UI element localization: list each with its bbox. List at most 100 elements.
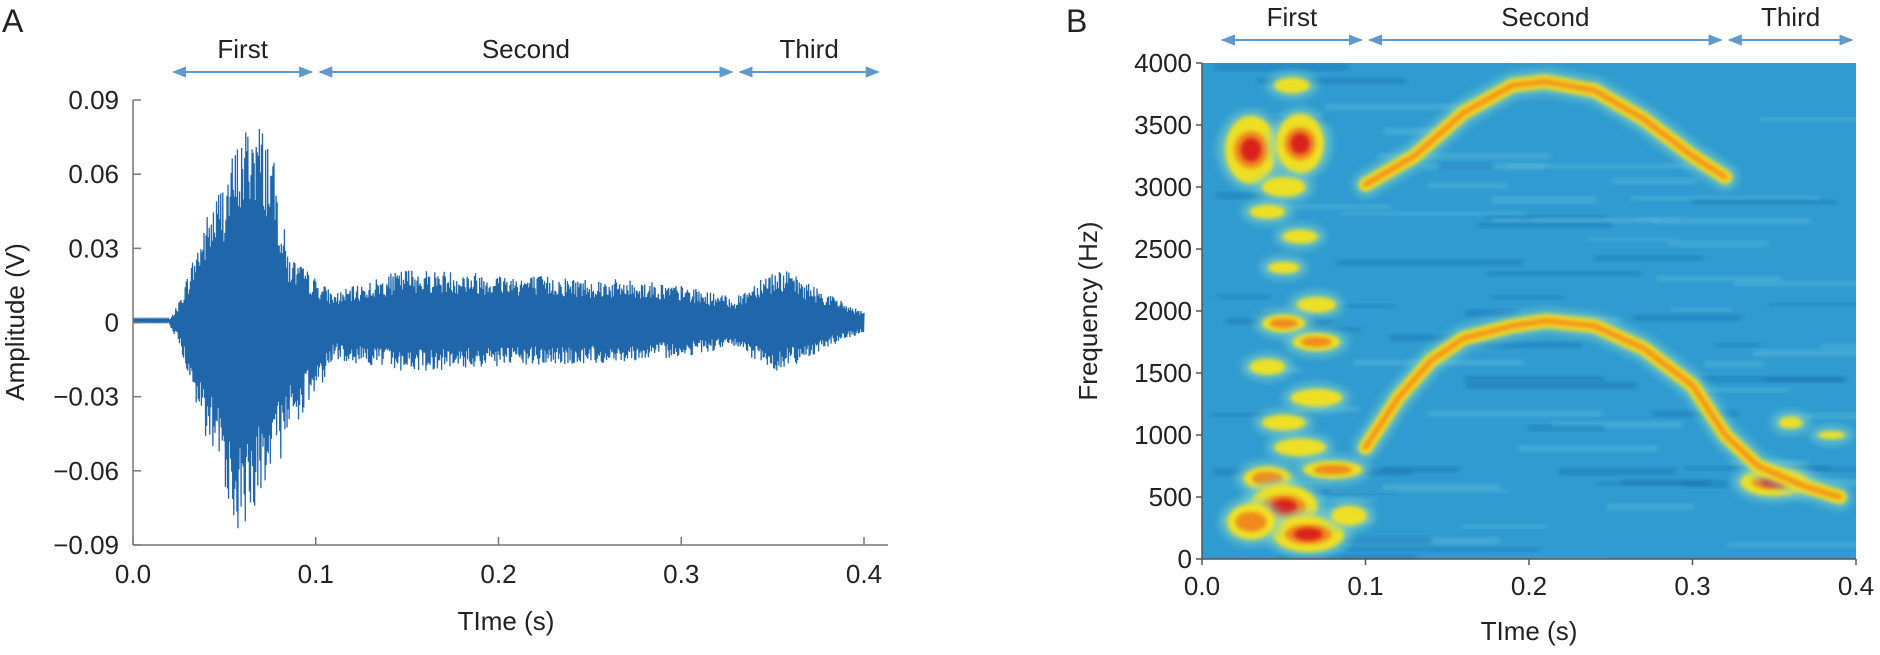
- energy-core: [1273, 77, 1310, 94]
- texture-streak: [1465, 382, 1638, 389]
- texture-streak: [1214, 64, 1349, 71]
- texture-streak: [1517, 445, 1659, 452]
- segment-label: Second: [1501, 2, 1589, 32]
- y-tick-label: 0: [105, 308, 119, 338]
- spectrogram-ridges: [1352, 68, 1853, 510]
- y-tick-label: −0.03: [53, 382, 119, 412]
- texture-streak: [1270, 204, 1392, 210]
- texture-streak: [1328, 489, 1509, 493]
- texture-streak: [1696, 387, 1792, 393]
- segment-label: Third: [780, 34, 839, 64]
- energy-core: [1267, 261, 1300, 274]
- waveform-series: [132, 128, 865, 529]
- x-axis-label-b: TIme (s): [1481, 616, 1578, 646]
- panel-b: First Second Third 0.0 0.1 0.2 0.3 0.4 0 500 100…: [1073, 2, 1874, 646]
- texture-streak: [1820, 343, 1856, 350]
- x-ticks-b: 0.0 0.1 0.2 0.3 0.4: [1184, 559, 1874, 601]
- texture-streak: [1606, 503, 1695, 510]
- y-tick-label: 4000: [1134, 48, 1192, 78]
- energy-core: [1261, 414, 1306, 431]
- y-axis-label-b: Frequency (Hz): [1073, 221, 1103, 400]
- y-ticks-a: 0.09 0.06 0.03 0 −0.03 −0.06 −0.09: [53, 85, 141, 560]
- texture-streak: [1491, 218, 1659, 223]
- waveform-line: [132, 128, 865, 529]
- texture-streak: [1612, 178, 1698, 185]
- x-ticks-a: 0.0 0.1 0.2 0.3 0.4: [115, 537, 882, 589]
- energy-peak: [1290, 133, 1310, 155]
- y-tick-label: −0.06: [53, 456, 119, 486]
- x-tick-label: 0.1: [1347, 571, 1383, 601]
- texture-streak: [1854, 380, 1856, 384]
- y-tick-label: 500: [1149, 482, 1192, 512]
- energy-hot: [1269, 318, 1299, 329]
- segment-annotations-a: First Second Third: [172, 34, 880, 78]
- texture-streak: [1703, 361, 1765, 367]
- texture-streak: [1630, 195, 1820, 201]
- texture-streak: [1344, 547, 1541, 552]
- texture-streak: [1594, 255, 1703, 261]
- x-tick-label: 0.2: [1511, 571, 1547, 601]
- energy-core: [1249, 204, 1286, 219]
- energy-core: [1290, 388, 1343, 407]
- texture-streak: [1341, 211, 1526, 216]
- x-axis-label-a: TIme (s): [458, 606, 555, 636]
- texture-streak: [1653, 218, 1811, 224]
- x-tick-label: 0.4: [846, 559, 882, 589]
- energy-core: [1261, 177, 1306, 197]
- y-tick-label: 0.09: [68, 85, 119, 115]
- ridge-core: [1362, 317, 1843, 500]
- segment-label: First: [1267, 2, 1318, 32]
- texture-streak: [1690, 199, 1837, 205]
- x-tick-label: 0.4: [1838, 571, 1874, 601]
- texture-streak: [1527, 425, 1606, 431]
- energy-peak: [1240, 137, 1262, 162]
- texture-streak: [1586, 237, 1680, 241]
- energy-peak: [1293, 527, 1323, 541]
- texture-streak: [1769, 302, 1856, 307]
- texture-streak: [1427, 182, 1508, 189]
- texture-streak: [1336, 259, 1523, 266]
- energy-core: [1331, 505, 1368, 526]
- texture-streak: [1390, 334, 1449, 342]
- x-tick-label: 0.3: [1674, 571, 1710, 601]
- y-tick-label: 0: [1178, 544, 1192, 574]
- energy-core: [1296, 296, 1337, 313]
- texture-streak: [1438, 163, 1493, 170]
- texture-streak: [1671, 307, 1732, 312]
- texture-streak: [1633, 314, 1742, 321]
- x-tick-label: 0.0: [115, 559, 151, 589]
- x-tick-label: 0.0: [1184, 571, 1220, 601]
- x-tick-label: 0.1: [298, 559, 334, 589]
- texture-streak: [1697, 376, 1845, 382]
- texture-streak: [1666, 241, 1769, 247]
- texture-streak: [1727, 542, 1856, 548]
- y-tick-label: 2500: [1134, 234, 1192, 264]
- y-tick-label: 3000: [1134, 172, 1192, 202]
- texture-streak: [1382, 483, 1501, 490]
- x-tick-label: 0.2: [480, 559, 516, 589]
- y-tick-label: 2000: [1134, 296, 1192, 326]
- x-tick-label: 0.3: [663, 559, 699, 589]
- texture-streak: [1490, 295, 1564, 300]
- energy-hot: [1300, 337, 1333, 347]
- energy-hot: [1313, 464, 1353, 475]
- y-axis-label-a: Amplitude (V): [0, 243, 30, 401]
- texture-streak: [1752, 349, 1856, 357]
- energy-hot: [1235, 511, 1267, 532]
- texture-streak: [1217, 294, 1271, 299]
- texture-streak: [1655, 276, 1782, 282]
- texture-streak: [1460, 524, 1549, 529]
- panel-label-a: A: [2, 3, 24, 39]
- texture-streak: [1477, 222, 1612, 228]
- texture-streak: [1486, 271, 1641, 277]
- energy-core: [1249, 358, 1286, 375]
- texture-streak: [1733, 280, 1856, 287]
- texture-streak: [1491, 196, 1597, 204]
- y-tick-label: 1500: [1134, 358, 1192, 388]
- energy-core: [1282, 229, 1319, 244]
- texture-streak: [1714, 343, 1761, 348]
- y-tick-label: 1000: [1134, 420, 1192, 450]
- y-tick-label: 3500: [1134, 110, 1192, 140]
- y-tick-label: 0.06: [68, 159, 119, 189]
